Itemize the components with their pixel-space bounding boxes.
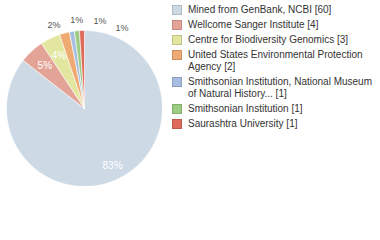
svg-text:1%: 1% bbox=[116, 23, 129, 33]
html-text:Mined from GenBank, NCBI [60]: Mined from GenBank, NCBI [60] bbox=[188, 4, 332, 15]
svg-text:83%: 83% bbox=[103, 160, 123, 171]
svg-text:1%: 1% bbox=[70, 15, 83, 25]
svg-text:4%: 4% bbox=[52, 50, 67, 61]
html-text:Smithsonian Institution [1]: Smithsonian Institution [1] bbox=[188, 103, 303, 114]
svg-text:1%: 1% bbox=[93, 16, 106, 26]
html-text:United States Environmental Pr: United States Environmental Protection A… bbox=[188, 49, 363, 72]
html-text:Saurashtra University [1]: Saurashtra University [1] bbox=[188, 118, 298, 129]
html-text:Centre for Biodiversity Genomi: Centre for Biodiversity Genomics [3] bbox=[188, 34, 349, 45]
html-text:Smithsonian Institution, Natio: Smithsonian Institution, National Museum… bbox=[188, 76, 372, 99]
html-text:Wellcome Sanger Institute [4]: Wellcome Sanger Institute [4] bbox=[188, 19, 319, 30]
svg-text:2%: 2% bbox=[48, 20, 61, 30]
svg-text:5%: 5% bbox=[38, 60, 53, 71]
